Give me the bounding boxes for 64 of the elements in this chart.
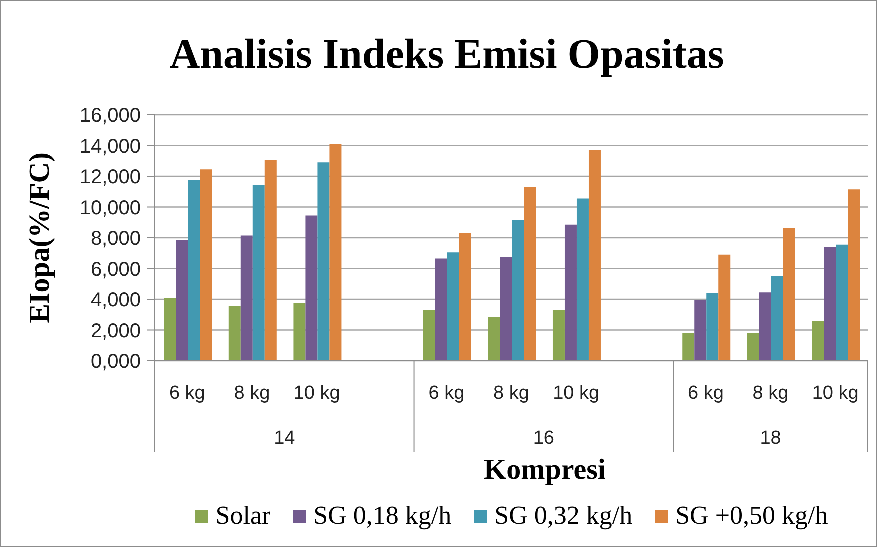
bar [423, 310, 436, 361]
bar [318, 162, 330, 361]
legend-label: Solar [216, 500, 271, 532]
x-tick-label: 6 kg [428, 383, 465, 404]
bar [718, 254, 731, 361]
bar [771, 276, 784, 361]
bar [812, 321, 824, 361]
bar [682, 333, 695, 361]
bar [783, 228, 796, 361]
x-tick-label: 6 kg [169, 383, 206, 404]
bar [848, 190, 860, 361]
x-tick-label: 10 kg [294, 383, 340, 404]
chart-title: Analisis Indeks Emisi Opasitas [168, 31, 726, 80]
x-tick-label: 10 kg [553, 383, 600, 404]
bar [706, 293, 719, 361]
bar [576, 198, 589, 361]
y-tick-label: 12,000 [80, 166, 141, 189]
legend-label: SG 0,32 kg/h [494, 500, 633, 532]
y-tick-label: 2,000 [90, 320, 141, 342]
y-axis-title: EIopa(%/FC) [23, 152, 57, 326]
x-tick-label: 10 kg [812, 383, 859, 404]
y-tick-label: 0,000 [90, 351, 141, 374]
text: 16 [533, 428, 554, 449]
bar [824, 247, 836, 361]
bar [228, 306, 241, 361]
legend-label: SG 0,18 kg/h [314, 500, 452, 532]
bar [747, 333, 760, 361]
bar [524, 187, 536, 361]
bar [188, 180, 200, 361]
bar [306, 216, 318, 361]
bar [836, 244, 848, 361]
bar [588, 150, 601, 361]
y-tick-label: 4,000 [90, 290, 141, 312]
y-tick-label: 14,000 [80, 136, 141, 158]
y-tick-label: 6,000 [90, 258, 141, 281]
bar [488, 317, 500, 361]
bar [447, 252, 460, 361]
x-tick-label: 8 kg [494, 383, 530, 404]
bar [200, 170, 212, 361]
text: 14 [274, 428, 296, 449]
bar [435, 258, 448, 361]
bar [176, 240, 188, 361]
y-tick-label: 8,000 [90, 228, 141, 250]
y-tick-label: 16,000 [80, 105, 141, 128]
bar [512, 220, 524, 361]
bar [330, 144, 342, 361]
bar [500, 257, 512, 361]
y-tick-label: 10,000 [80, 197, 141, 220]
bar [552, 310, 565, 361]
bar [264, 160, 277, 361]
x-tick-label: 8 kg [752, 383, 789, 404]
x-tick-label: 8 kg [234, 383, 270, 404]
bar [240, 236, 253, 361]
bar [759, 292, 772, 361]
bar [252, 184, 265, 361]
bar [164, 298, 176, 361]
x-tick-label: 6 kg [688, 383, 724, 404]
text: 18 [760, 428, 782, 449]
bar [459, 233, 472, 361]
bar [294, 303, 306, 361]
bar [564, 224, 577, 361]
x-axis-title: Kompresi [483, 453, 607, 487]
bar [694, 300, 707, 361]
legend-label: SG +0,50 kg/h [676, 500, 828, 532]
